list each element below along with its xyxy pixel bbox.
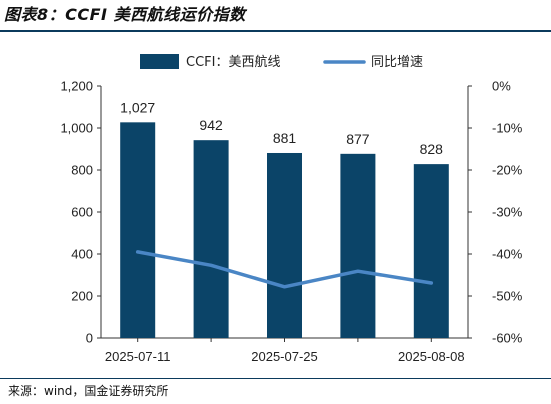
x-tick-label: 2025-08-08	[398, 349, 465, 364]
y-axis-right: 0% -10% -20% -30% -40% -50% -60%	[467, 79, 523, 346]
bar	[193, 140, 229, 338]
y-right-tick-label: -20%	[492, 163, 523, 178]
legend-bar-swatch	[140, 54, 179, 69]
y-right-tick-label: -50%	[492, 289, 523, 304]
y-left-tick-label: 200	[71, 289, 93, 304]
source-rule	[0, 378, 551, 379]
bar-data-label: 1,027	[120, 99, 155, 115]
bar-series: 1,027 942 881 877 828	[120, 99, 449, 338]
y-right-tick-label: -10%	[492, 121, 523, 136]
y-axis-left: 0 200 400 600 800 1,000 1,200	[60, 79, 102, 346]
y-left-tick-label: 800	[71, 163, 93, 178]
y-right-tick-label: 0%	[492, 79, 511, 94]
bar	[413, 164, 449, 338]
chart-title: 图表8：CCFI 美西航线运价指数	[4, 5, 246, 24]
line-series	[135, 250, 434, 289]
bar-data-label: 828	[420, 141, 444, 157]
chart: CCFI：美西航线 同比增速 0 200 400 600 800 1,000 1,200 0%…	[60, 54, 523, 364]
x-axis: 2025-07-11 2025-07-25 2025-08-08	[101, 337, 468, 364]
y-left-tick-label: 1,200	[60, 79, 93, 94]
legend-line-label: 同比增速	[371, 55, 423, 70]
bar-data-label: 881	[273, 130, 297, 146]
y-left-tick-label: 1,000	[60, 121, 93, 136]
x-tick-label: 2025-07-11	[105, 349, 171, 364]
y-left-tick-label: 600	[71, 205, 93, 220]
bar	[267, 152, 302, 338]
y-right-tick-label: -30%	[492, 205, 523, 220]
bar-data-label: 877	[346, 131, 370, 147]
bar	[120, 122, 156, 338]
bar-data-label: 942	[199, 117, 223, 133]
y-right-tick-label: -60%	[492, 331, 523, 346]
legend: CCFI：美西航线 同比增速	[140, 54, 423, 70]
y-left-tick-label: 0	[86, 331, 93, 346]
source-note: 来源：wind，国金证券研究所	[8, 384, 169, 398]
y-left-tick-label: 400	[71, 247, 93, 262]
y-right-tick-label: -40%	[492, 247, 523, 262]
title-rule	[0, 30, 551, 32]
bar	[340, 153, 376, 338]
legend-bar-label: CCFI：美西航线	[186, 54, 280, 70]
x-tick-label: 2025-07-25	[251, 349, 318, 364]
